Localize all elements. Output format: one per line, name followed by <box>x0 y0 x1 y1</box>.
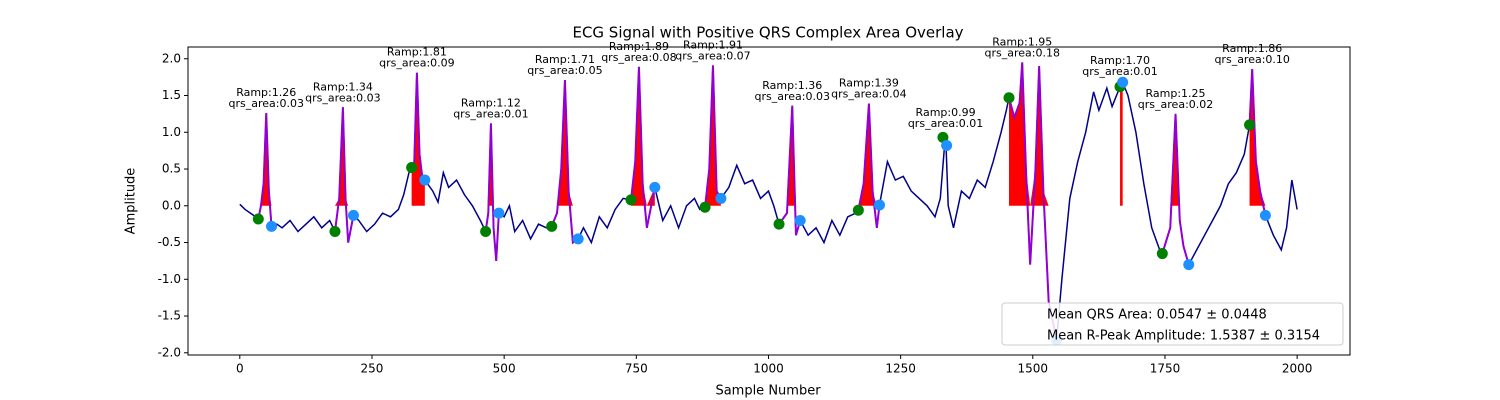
r-amplitude-label: Ramp:1.89 <box>609 40 669 53</box>
qrs-positive-area <box>705 65 721 206</box>
qrs-onset-point <box>329 226 341 238</box>
qrs-onset-point <box>1156 248 1168 260</box>
x-tick-label: 500 <box>493 362 516 376</box>
r-amplitude-label: Ramp:1.39 <box>839 77 899 90</box>
qrs-positive-area <box>551 80 579 206</box>
r-amplitude-label: Ramp:1.71 <box>535 53 595 66</box>
qrs-area-label: qrs_area:0.05 <box>527 64 602 77</box>
qrs-onset-point <box>1003 92 1015 104</box>
qrs-positive-area <box>1009 62 1057 206</box>
r-amplitude-label: Ramp:1.34 <box>313 80 373 93</box>
r-amplitude-label: Ramp:1.70 <box>1090 54 1150 67</box>
qrs-offset-point <box>572 233 584 245</box>
qrs-area-label: qrs_area:0.01 <box>1082 65 1157 78</box>
qrs-segment <box>333 107 355 243</box>
qrs-area-label: qrs_area:0.09 <box>379 57 454 70</box>
legend-entry: Mean R-Peak Amplitude: 1.5387 ± 0.3154 <box>1047 329 1320 344</box>
axes-frame <box>187 46 1351 356</box>
r-amplitude-label: Ramp:1.86 <box>1222 42 1282 55</box>
chart-title: ECG Signal with Positive QRS Complex Are… <box>572 24 963 42</box>
qrs-segment <box>1161 113 1190 265</box>
qrs-area-label: qrs_area:0.07 <box>675 49 750 62</box>
qrs-area-label: qrs_area:0.03 <box>755 90 830 103</box>
y-tick-label: 0.0 <box>162 198 181 212</box>
y-tick-label: 1.5 <box>162 88 181 102</box>
qrs-positive-area <box>631 66 655 206</box>
x-axis-label: Sample Number <box>715 384 821 399</box>
qrs-positive-area <box>858 103 880 206</box>
qrs-segment <box>257 113 273 227</box>
qrs-segment <box>1008 62 1058 340</box>
qrs-segment <box>484 123 500 261</box>
qrs-positive-area <box>1162 113 1189 206</box>
qrs-offset-point <box>941 140 953 152</box>
x-tick-label: 250 <box>361 362 384 376</box>
legend-box <box>1001 302 1344 346</box>
qrs-onset-point <box>546 220 558 232</box>
qrs-segment <box>1248 69 1267 216</box>
qrs-offset-point <box>873 199 885 211</box>
qrs-area-label: qrs_area:0.01 <box>453 107 528 120</box>
y-tick-label: -1.0 <box>158 272 181 286</box>
y-tick-label: -0.5 <box>158 235 181 249</box>
qrs-segment <box>778 105 802 236</box>
x-tick-label: 1250 <box>885 362 916 376</box>
r-amplitude-label: Ramp:0.99 <box>916 106 976 119</box>
y-axis-label: Amplitude <box>124 168 139 235</box>
x-tick-label: 0 <box>236 362 244 376</box>
qrs-offset-point <box>715 192 727 204</box>
r-amplitude-label: Ramp:1.36 <box>762 79 822 92</box>
qrs-area-label: qrs_area:0.02 <box>1138 98 1213 111</box>
r-amplitude-label: Ramp:1.91 <box>683 38 743 51</box>
x-tick-label: 1000 <box>753 362 784 376</box>
y-tick-label: 2.0 <box>162 51 181 65</box>
qrs-area-label: qrs_area:0.03 <box>305 91 380 104</box>
x-tick-label: 1500 <box>1018 362 1049 376</box>
qrs-segment <box>857 103 881 228</box>
r-amplitude-label: Ramp:1.12 <box>461 96 521 109</box>
r-amplitude-label: Ramp:1.81 <box>387 46 447 59</box>
plot-area: Ramp:1.26qrs_area:0.03Ramp:1.34qrs_area:… <box>229 35 1298 346</box>
qrs-area-label: qrs_area:0.04 <box>831 88 906 101</box>
qrs-offset-point <box>794 214 806 226</box>
qrs-area-label: qrs_area:0.10 <box>1214 53 1289 66</box>
legend-entry: Mean QRS Area: 0.0547 ± 0.0448 <box>1047 308 1267 323</box>
qrs-onset-point <box>406 162 418 174</box>
qrs-segment <box>630 66 656 229</box>
qrs-onset-point <box>852 204 864 216</box>
x-tick-label: 750 <box>625 362 648 376</box>
qrs-area-label: qrs_area:0.18 <box>984 46 1059 59</box>
qrs-offset-point <box>266 220 278 232</box>
r-amplitude-label: Ramp:1.26 <box>236 86 296 99</box>
qrs-area-label: qrs_area:0.08 <box>601 51 676 64</box>
qrs-onset-point <box>252 213 264 225</box>
qrs-offset-point <box>419 174 431 186</box>
y-tick-label: -2.0 <box>158 345 181 359</box>
qrs-onset-point <box>773 218 785 230</box>
qrs-offset-point <box>347 209 359 221</box>
y-tick-label: 0.5 <box>162 162 181 176</box>
x-tick-label: 2000 <box>1282 362 1313 376</box>
qrs-onset-point <box>480 226 492 238</box>
qrs-segment <box>550 80 579 245</box>
y-tick-label: -1.5 <box>158 309 181 323</box>
x-tick-label: 1750 <box>1150 362 1181 376</box>
qrs-segment <box>704 65 722 208</box>
y-tick-label: 1.0 <box>162 125 181 139</box>
qrs-offset-point <box>1183 259 1195 271</box>
qrs-offset-point <box>1117 76 1129 88</box>
qrs-offset-point <box>649 181 661 193</box>
ecg-signal <box>239 62 1298 340</box>
qrs-onset-point <box>625 194 637 206</box>
qrs-positive-area <box>1120 82 1123 206</box>
qrs-offset-point <box>493 207 505 219</box>
r-amplitude-label: Ramp:1.25 <box>1146 87 1206 100</box>
qrs-onset-point <box>1244 119 1256 131</box>
qrs-offset-point <box>1259 209 1271 221</box>
qrs-area-label: qrs_area:0.03 <box>229 97 304 110</box>
qrs-onset-point <box>699 201 711 213</box>
qrs-area-label: qrs_area:0.01 <box>908 117 983 130</box>
r-amplitude-label: Ramp:1.95 <box>992 35 1052 48</box>
